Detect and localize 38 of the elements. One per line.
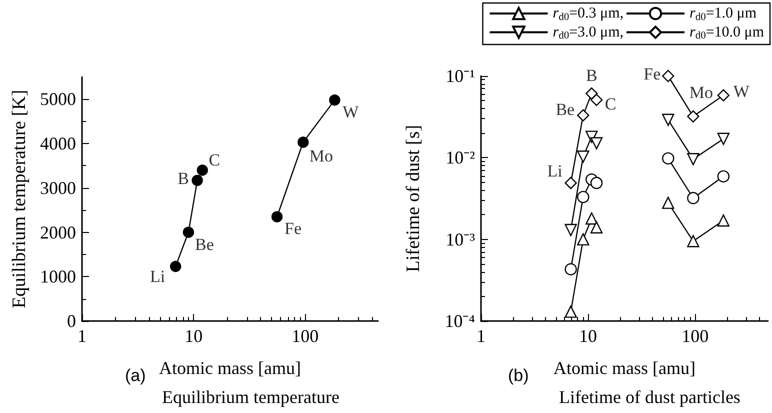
x-tick-label: 100	[682, 326, 709, 346]
annotation: Li	[150, 266, 166, 286]
annotation: Li	[547, 161, 563, 180]
annotation: Mo	[689, 82, 713, 102]
y-tick-label: 10⁻⁴	[444, 311, 475, 331]
annotation: Be	[556, 100, 575, 119]
y-axis-title: Lifetime of dust [s]	[403, 124, 424, 272]
x-tick-label: 1	[476, 326, 486, 346]
x-tick-label: 1	[78, 326, 86, 346]
annotation: W	[342, 102, 360, 122]
x-tick-label: 10	[579, 326, 598, 346]
annotation: Fe	[644, 64, 661, 84]
annotation: B	[178, 168, 189, 188]
y-tick-label: 1000	[40, 266, 76, 287]
y-tick-label: 5000	[40, 89, 76, 110]
y-tick-label: 10⁻²	[446, 148, 475, 168]
text: (b)	[508, 366, 529, 385]
x-tick-label: 10	[184, 326, 203, 346]
y-tick-label: 4000	[40, 134, 76, 154]
y-tick-label: 0	[67, 311, 76, 331]
annotation: C	[604, 94, 616, 114]
y-tick-label: 3000	[40, 178, 76, 198]
text: Equilibrium temperature	[162, 387, 340, 407]
y-tick-label: 10⁻¹	[446, 66, 475, 86]
x-axis-title: Atomic mass [amu]	[554, 358, 696, 378]
annotation: C	[208, 150, 220, 170]
x-tick-label: 100	[292, 326, 319, 346]
y-tick-label: 10⁻³	[446, 229, 476, 250]
x-axis-title: Atomic mass [amu]	[159, 358, 301, 378]
annotation: Be	[195, 234, 214, 254]
y-axis-title: Equilibrium temperature [K]	[9, 90, 30, 308]
text: Lifetime of dust particles	[559, 387, 740, 407]
y-tick-label: 2000	[40, 222, 76, 242]
annotation: W	[733, 82, 750, 101]
annotation: Fe	[284, 219, 302, 238]
annotation: B	[586, 66, 598, 86]
annotation: Mo	[309, 146, 333, 166]
text: (a)	[125, 366, 146, 385]
